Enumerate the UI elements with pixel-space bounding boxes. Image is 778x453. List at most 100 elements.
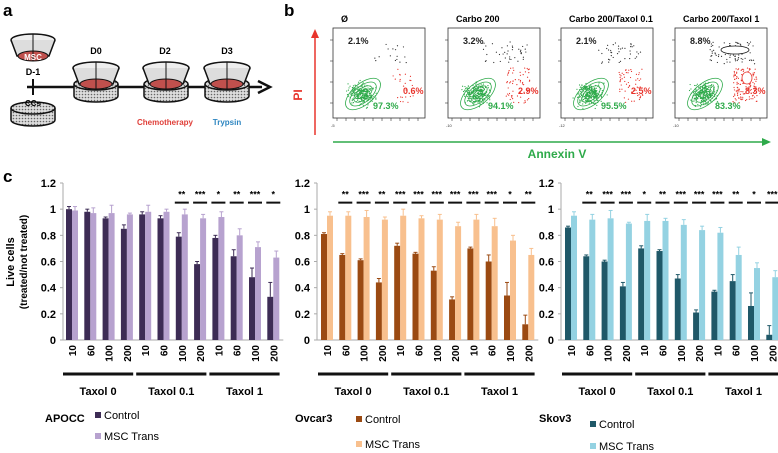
group-label: Taxol 1 (481, 386, 518, 398)
live-event-dot (707, 103, 709, 105)
live-event-dot (710, 90, 712, 92)
live-event-dot (348, 87, 350, 89)
bar-msc-trans (436, 219, 443, 340)
live-event-dot (703, 91, 706, 93)
live-event-dot (700, 96, 702, 98)
day-label: D-1 (26, 67, 41, 77)
live-event-dot (367, 104, 369, 106)
necrotic-event-dot (636, 51, 638, 53)
live-event-dot (585, 82, 587, 85)
necrotic-event-dot (713, 49, 715, 52)
live-event-dot (482, 83, 485, 85)
bar-control (339, 254, 346, 340)
live-event-dot (364, 93, 366, 95)
live-event-dot (695, 94, 697, 96)
x-tick-label: 100 (750, 345, 761, 362)
group-label: Taxol 0.1 (647, 386, 693, 398)
necrotic-event-dot (598, 49, 600, 51)
apoptotic-event-dot (394, 78, 396, 80)
bar-msc-trans (680, 224, 687, 340)
necrotic-event-dot (392, 48, 394, 50)
contour-line (691, 81, 719, 107)
bar-control (601, 261, 608, 340)
necrotic-event-dot (711, 52, 713, 54)
bar-control (84, 211, 91, 340)
significance-stars: ** (732, 189, 740, 199)
necrotic-event-dot (726, 58, 728, 61)
culture-dish-icon (10, 101, 56, 127)
necrotic-event-dot (511, 49, 514, 51)
group-label: Taxol 0.1 (148, 386, 194, 398)
necrotic-event-dot (514, 57, 516, 59)
apoptotic-event-dot (747, 88, 750, 90)
live-event-dot (707, 102, 709, 104)
apoptotic-event-dot (742, 68, 744, 70)
flow-plot-title: Ø (341, 14, 348, 24)
bar-msc-trans (200, 218, 207, 340)
necrotic-event-dot (729, 54, 731, 56)
live-event-dot (367, 88, 369, 90)
necrotic-event-dot (624, 58, 626, 60)
live-event-dot (470, 100, 472, 102)
necrotic-event-dot (519, 50, 522, 52)
group-label: Taxol 0 (579, 386, 616, 398)
apoptotic-event-dot (748, 86, 750, 88)
live-event-dot (591, 101, 593, 103)
transwell-insert-icon (203, 61, 251, 90)
live-event-dot (704, 95, 706, 97)
significance-stars: *** (676, 189, 687, 199)
live-event-dot (363, 94, 365, 96)
live-event-dot (478, 84, 480, 86)
y-tick-label: 0.8 (41, 230, 56, 242)
live-event-dot (572, 97, 574, 99)
x-min-tick: -10 (673, 123, 680, 128)
live-event-dot (371, 100, 373, 102)
apoptotic-event-dot (739, 83, 741, 85)
apoptotic-event-dot (735, 90, 737, 92)
apoptotic-event-dot (737, 82, 739, 85)
live-event-dot (370, 88, 372, 90)
apoptotic-event-dot (752, 75, 754, 77)
live-event-dot (710, 92, 712, 95)
contour-line (687, 77, 723, 111)
necrotic-event-dot (498, 53, 501, 56)
live-event-dot (586, 88, 588, 90)
live-event-dot (581, 89, 583, 91)
live-event-dot (594, 90, 596, 92)
live-event-dot (598, 82, 600, 84)
significance-stars: *** (413, 189, 424, 199)
live-event-dot (587, 95, 589, 97)
apoptotic-event-dot (746, 88, 749, 90)
live-event-dot (370, 94, 372, 96)
live-event-dot (705, 98, 707, 100)
live-event-dot (357, 99, 359, 101)
necrotic-event-dot (502, 53, 504, 55)
necrotic-event-dot (616, 53, 619, 55)
live-event-dot (706, 92, 709, 94)
live-event-dot (588, 96, 590, 98)
bar-msc-trans (418, 218, 425, 340)
live-event-dot (366, 92, 368, 94)
necrotic-event-dot (609, 59, 611, 61)
live-event-dot (582, 88, 584, 90)
apoptotic-event-dot (755, 80, 757, 82)
live-event-dot (708, 94, 711, 97)
live-event-dot (367, 87, 369, 89)
apoptotic-event-dot (749, 86, 752, 88)
live-event-dot (489, 99, 491, 101)
apoptotic-event-dot (741, 74, 743, 76)
apoptotic-event-dot (641, 68, 643, 70)
apoptotic-event-dot (506, 93, 509, 95)
x-tick-label: 200 (768, 345, 778, 362)
significance-stars: ** (659, 189, 667, 199)
live-event-dot (692, 100, 694, 102)
bar-control (656, 251, 663, 340)
necrotic-event-dot (740, 58, 742, 60)
significance-stars: * (642, 189, 646, 199)
x-min-tick: -5 (331, 123, 335, 128)
apoptotic-event-dot (635, 89, 637, 91)
apoptotic-event-dot (737, 68, 740, 70)
bar-msc-trans (273, 257, 280, 340)
apoptotic-event-dot (641, 94, 643, 96)
apoptotic-event-dot (733, 74, 735, 76)
